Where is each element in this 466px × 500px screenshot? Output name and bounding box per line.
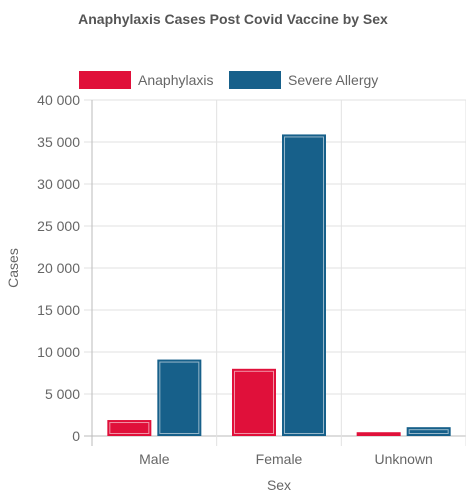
y-tick-label: 30 000 (37, 176, 80, 192)
bar-inner-border (234, 370, 274, 434)
y-tick-label: 10 000 (37, 344, 80, 360)
y-axis-ticks: 0 5 000 10 000 15 000 20 000 25 000 30 000 35 0… (37, 92, 80, 444)
bar-anaphylaxis-female (232, 368, 276, 436)
legend-label-severe-allergy: Severe Allergy (288, 72, 378, 88)
bar-severe-allergy-female (282, 134, 326, 436)
y-tick-label: 15 000 (37, 302, 80, 318)
x-axis-ticks: Male Female Unknown (139, 451, 433, 467)
bar-inner-border (408, 429, 449, 434)
y-axis-title: Cases (5, 248, 21, 288)
bar-inner-border (109, 422, 150, 435)
y-tick-label: 35 000 (37, 134, 80, 150)
bar-inner-border (284, 136, 324, 434)
y-tick-label: 0 (72, 428, 80, 444)
bars (107, 134, 451, 436)
grid (84, 99, 466, 446)
bar-severe-allergy-unknown (406, 427, 451, 436)
y-tick-label: 25 000 (37, 218, 80, 234)
bar-severe-allergy-male (157, 359, 202, 436)
y-tick-label: 40 000 (37, 92, 80, 108)
x-tick-label: Male (139, 451, 170, 467)
x-tick-label: Unknown (374, 451, 432, 467)
chart-title: Anaphylaxis Cases Post Covid Vaccine by … (78, 11, 388, 27)
legend-label-anaphylaxis: Anaphylaxis (138, 72, 214, 88)
bar-inner-border (159, 361, 200, 434)
x-tick-label: Female (256, 451, 303, 467)
legend-swatch-severe-allergy (229, 71, 281, 89)
y-tick-label: 5 000 (45, 386, 80, 402)
legend-swatch-anaphylaxis (79, 71, 131, 89)
bar-anaphylaxis-unknown (356, 432, 401, 436)
y-tick-label: 20 000 (37, 260, 80, 276)
x-axis-title: Sex (267, 477, 291, 493)
bar-anaphylaxis-male (107, 420, 152, 436)
legend: Anaphylaxis Severe Allergy (79, 71, 378, 89)
